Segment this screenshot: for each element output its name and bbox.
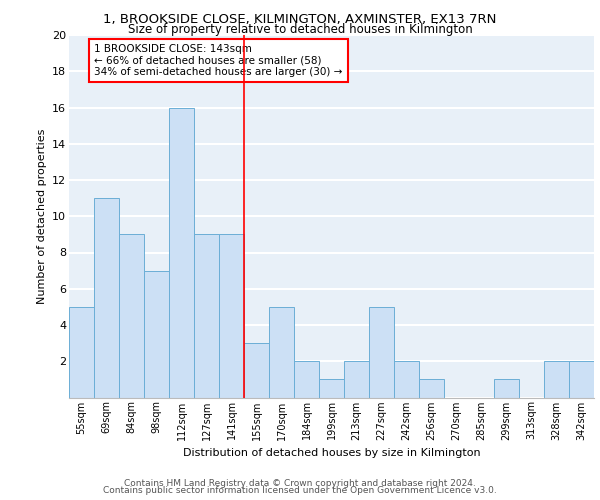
X-axis label: Distribution of detached houses by size in Kilmington: Distribution of detached houses by size … <box>182 448 481 458</box>
Bar <box>569 361 594 398</box>
Bar <box>219 234 244 398</box>
Bar <box>144 270 169 398</box>
Bar <box>494 380 519 398</box>
Text: Size of property relative to detached houses in Kilmington: Size of property relative to detached ho… <box>128 22 472 36</box>
Text: 1, BROOKSIDE CLOSE, KILMINGTON, AXMINSTER, EX13 7RN: 1, BROOKSIDE CLOSE, KILMINGTON, AXMINSTE… <box>103 12 497 26</box>
Bar <box>119 234 144 398</box>
Bar <box>344 361 369 398</box>
Bar <box>194 234 219 398</box>
Bar <box>69 307 94 398</box>
Bar <box>544 361 569 398</box>
Y-axis label: Number of detached properties: Number of detached properties <box>37 128 47 304</box>
Text: Contains HM Land Registry data © Crown copyright and database right 2024.: Contains HM Land Registry data © Crown c… <box>124 478 476 488</box>
Bar <box>294 361 319 398</box>
Bar <box>394 361 419 398</box>
Bar <box>369 307 394 398</box>
Text: Contains public sector information licensed under the Open Government Licence v3: Contains public sector information licen… <box>103 486 497 495</box>
Text: 1 BROOKSIDE CLOSE: 143sqm
← 66% of detached houses are smaller (58)
34% of semi-: 1 BROOKSIDE CLOSE: 143sqm ← 66% of detac… <box>94 44 343 78</box>
Bar <box>319 380 344 398</box>
Bar <box>269 307 294 398</box>
Bar <box>169 108 194 398</box>
Bar <box>419 380 444 398</box>
Bar <box>94 198 119 398</box>
Bar <box>244 343 269 398</box>
